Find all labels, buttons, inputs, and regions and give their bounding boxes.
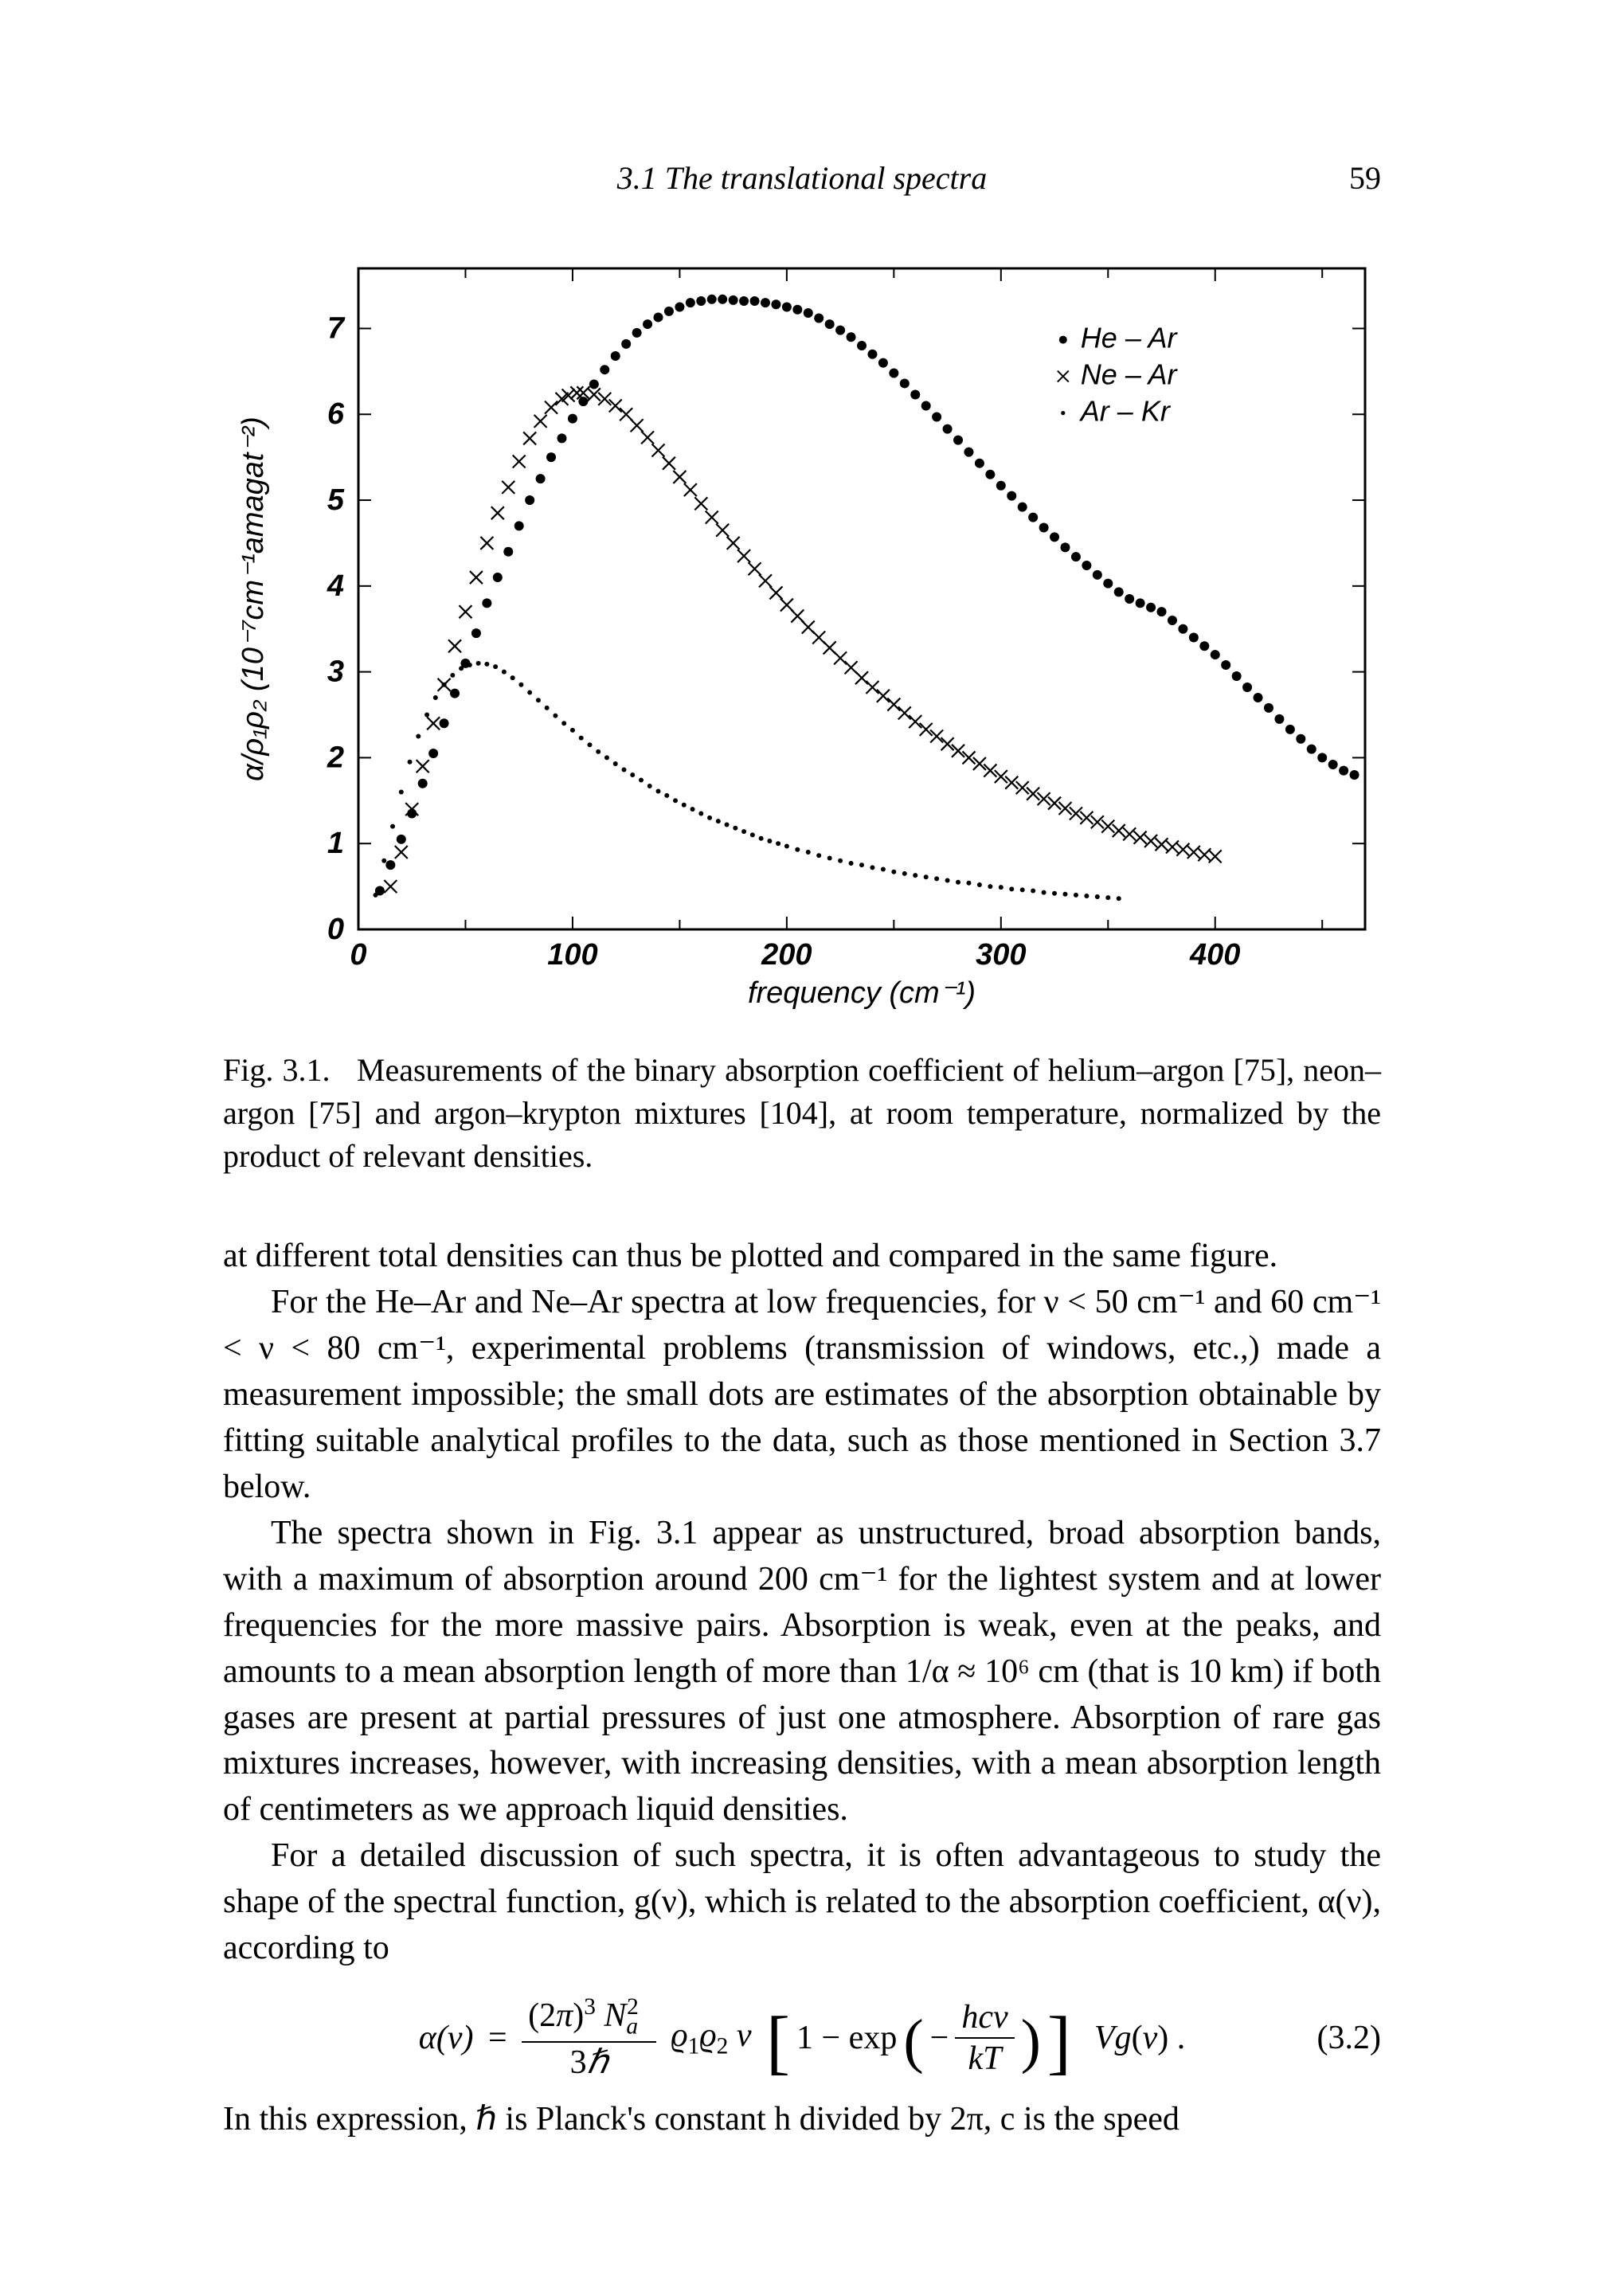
- svg-text:400: 400: [1189, 938, 1240, 972]
- svg-text:0: 0: [327, 913, 344, 946]
- running-head: 3.1 The translational spectra 59: [223, 159, 1381, 197]
- svg-text:Ar – Kr: Ar – Kr: [1079, 395, 1172, 428]
- svg-text:Ne – Ar: Ne – Ar: [1081, 358, 1179, 391]
- paragraph-5: In this expression, ℏ is Planck's consta…: [223, 2097, 1381, 2143]
- svg-text:2: 2: [327, 741, 344, 774]
- svg-text:5: 5: [327, 483, 345, 517]
- equation-number: (3.2): [1317, 2019, 1381, 2057]
- svg-text:100: 100: [547, 938, 597, 972]
- svg-text:1: 1: [327, 827, 344, 860]
- section-title: 3.1 The translational spectra: [287, 159, 1317, 197]
- svg-text:He – Ar: He – Ar: [1081, 322, 1179, 354]
- equation-3-2: α(ν) = (2π)3 Na2 3ℏ ϱ1ϱ2 ν [ 1 − exp ( −…: [223, 1994, 1381, 2081]
- paragraph-4: For a detailed discussion of such spectr…: [223, 1833, 1381, 1972]
- svg-text:0: 0: [350, 938, 366, 972]
- svg-text:200: 200: [761, 938, 812, 972]
- svg-text:6: 6: [327, 397, 345, 431]
- svg-text:300: 300: [976, 938, 1026, 972]
- caption-text: Measurements of the binary absorption co…: [223, 1052, 1381, 1174]
- figure-caption: Fig. 3.1. Measurements of the binary abs…: [223, 1049, 1381, 1178]
- svg-text:α/ρ₁ρ₂ (10⁻⁷cm⁻¹amagat⁻²): α/ρ₁ρ₂ (10⁻⁷cm⁻¹amagat⁻²): [237, 417, 270, 781]
- svg-text:7: 7: [327, 311, 346, 345]
- svg-text:frequency (cm⁻¹): frequency (cm⁻¹): [748, 976, 976, 1010]
- chart-svg: 0 100 200 300 400 0 1 2 3 4 5 6 7 frequency (cm⁻¹) α/ρ…: [223, 244, 1381, 1025]
- page: 3.1 The translational spectra 59 0100200…: [0, 0, 1604, 2296]
- paragraph-3: The spectra shown in Fig. 3.1 appear as …: [223, 1511, 1381, 1834]
- svg-text:3: 3: [327, 655, 344, 689]
- paragraph-1: at different total densities can thus be…: [223, 1234, 1381, 1280]
- page-number: 59: [1317, 159, 1381, 197]
- body-text: at different total densities can thus be…: [223, 1234, 1381, 2143]
- caption-label: Fig. 3.1.: [223, 1052, 331, 1088]
- svg-text:4: 4: [327, 569, 344, 603]
- paragraph-2: For the He–Ar and Ne–Ar spectra at low f…: [223, 1280, 1381, 1511]
- eq-lhs: α(ν): [419, 2019, 474, 2057]
- figure-3-1: 0 100 200 300 400 0 1 2 3 4 5 6 7 frequency (cm⁻¹) α/ρ…: [223, 244, 1381, 1025]
